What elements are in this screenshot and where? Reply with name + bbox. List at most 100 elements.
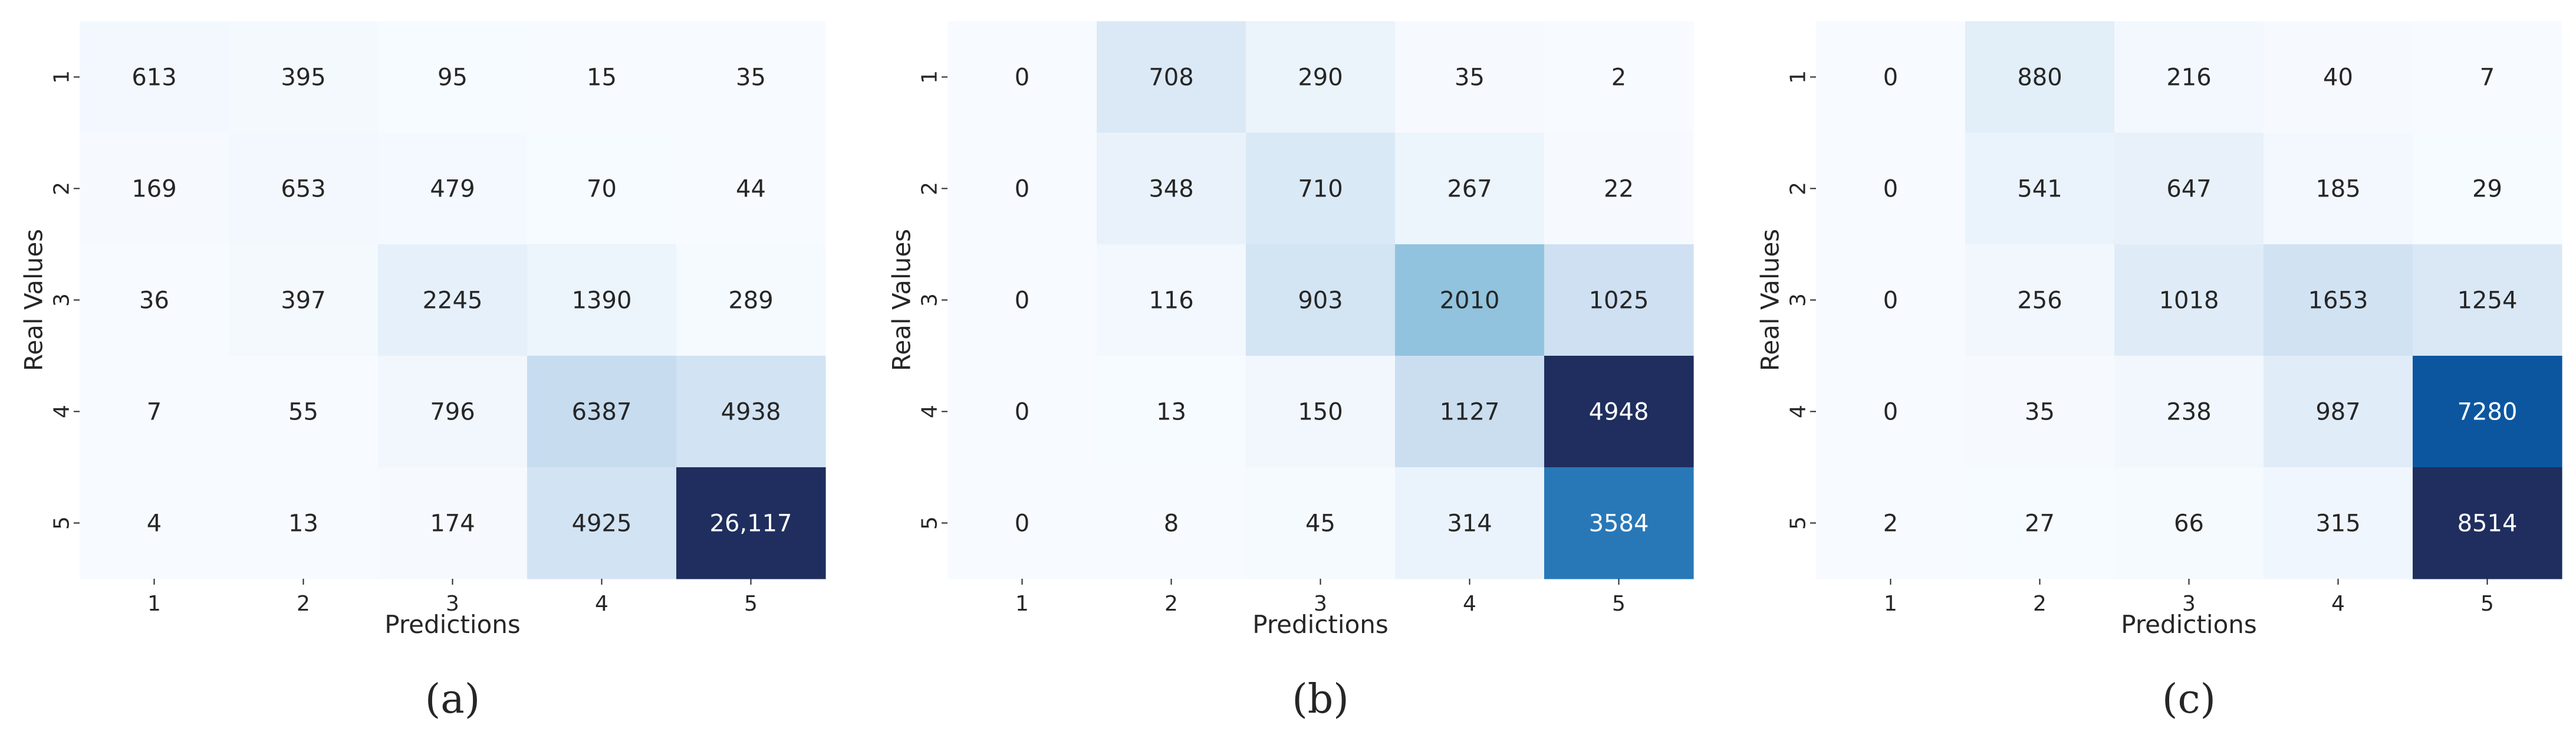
x-axis-title: Predictions — [1252, 610, 1389, 639]
cell-value-label: 880 — [2017, 64, 2062, 91]
heatmap-cell — [2264, 356, 2413, 468]
heatmap-cell — [2413, 467, 2562, 579]
x-tick-label: 2 — [297, 592, 310, 616]
panel-label: (a) — [425, 676, 481, 723]
heatmap-cell — [2413, 244, 2562, 356]
heatmap-cell — [1395, 21, 1545, 133]
cell-value-label: 1127 — [1440, 399, 1500, 426]
cell-value-label: 238 — [2166, 399, 2211, 426]
heatmap-cell — [2413, 356, 2562, 468]
cell-value-label: 4948 — [1589, 399, 1649, 426]
y-tick-label: 4 — [918, 405, 942, 418]
x-axis-title: Predictions — [384, 610, 521, 639]
cell-value-label: 44 — [736, 176, 766, 203]
heatmap-cell — [676, 244, 826, 356]
heatmap-cell — [676, 133, 826, 245]
heatmap-cell — [1395, 244, 1545, 356]
y-tick-label: 3 — [918, 293, 942, 307]
cell-value-label: 0 — [1015, 510, 1029, 537]
heatmap-cell — [2264, 21, 2413, 133]
x-tick-label: 5 — [744, 592, 758, 616]
x-tick-label: 2 — [1164, 592, 1178, 616]
panel-label: (c) — [2162, 676, 2216, 723]
cell-value-label: 35 — [736, 64, 766, 91]
heatmap-cell — [948, 356, 1097, 468]
heatmap-cell — [378, 21, 528, 133]
heatmap-cell — [948, 133, 1097, 245]
cell-value-label: 0 — [1883, 176, 1898, 203]
heatmap-cell — [676, 356, 826, 468]
heatmap-cell — [1395, 467, 1545, 579]
cell-value-label: 315 — [2315, 510, 2360, 537]
x-tick-label: 4 — [595, 592, 608, 616]
x-tick-label: 3 — [446, 592, 459, 616]
y-tick-label: 5 — [50, 516, 74, 530]
heatmap-cell — [80, 244, 229, 356]
heatmap-cell — [2264, 467, 2413, 579]
heatmap-cell — [229, 133, 379, 245]
cell-value-label: 22 — [1604, 176, 1634, 203]
heatmap-cell — [1544, 133, 1694, 245]
cell-value-label: 395 — [281, 64, 325, 91]
heatmap-cell — [1246, 244, 1396, 356]
y-tick-label: 4 — [1787, 405, 1811, 418]
cell-value-label: 1018 — [2159, 287, 2219, 314]
heatmap-cell — [1816, 467, 1966, 579]
cell-value-label: 0 — [1883, 399, 1898, 426]
heatmap-cell — [1965, 467, 2115, 579]
cell-value-label: 2245 — [423, 287, 483, 314]
heatmap-cell — [2114, 244, 2264, 356]
cell-value-label: 2 — [1611, 64, 1626, 91]
cell-value-label: 116 — [1149, 287, 1193, 314]
y-tick-label: 4 — [50, 405, 74, 418]
heatmap-cell — [1816, 21, 1966, 133]
cell-value-label: 0 — [1883, 287, 1898, 314]
heatmap-cell — [2264, 133, 2413, 245]
heatmap-cell — [2114, 356, 2264, 468]
cell-value-label: 653 — [281, 176, 325, 203]
cell-value-label: 0 — [1015, 176, 1029, 203]
cell-value-label: 2 — [1883, 510, 1898, 537]
x-tick-label: 3 — [1314, 592, 1327, 616]
x-tick-label: 1 — [1884, 592, 1897, 616]
heatmap-cell — [1965, 356, 2115, 468]
heatmap-cell — [378, 356, 528, 468]
heatmap-cell — [1246, 133, 1396, 245]
heatmap-cell — [948, 244, 1097, 356]
cell-value-label: 174 — [430, 510, 475, 537]
heatmap-cell — [229, 244, 379, 356]
x-tick-label: 3 — [2182, 592, 2196, 616]
cell-value-label: 1254 — [2457, 287, 2518, 314]
cell-value-label: 3584 — [1589, 510, 1649, 537]
cell-value-label: 0 — [1015, 64, 1029, 91]
heatmap-cell — [80, 133, 229, 245]
cell-value-label: 796 — [430, 399, 475, 426]
y-tick-label: 2 — [918, 182, 942, 195]
cell-value-label: 256 — [2017, 287, 2062, 314]
x-axis-title: Predictions — [2121, 610, 2257, 639]
heatmap-cell — [527, 467, 677, 579]
heatmap-cell — [2114, 133, 2264, 245]
y-tick-label: 5 — [1787, 516, 1811, 530]
cell-value-label: 45 — [1305, 510, 1335, 537]
heatmap-cell — [1097, 21, 1246, 133]
heatmap-cell — [1965, 21, 2115, 133]
cell-value-label: 397 — [281, 287, 325, 314]
x-tick-label: 1 — [147, 592, 161, 616]
heatmap-cell — [378, 133, 528, 245]
x-tick-label: 5 — [1612, 592, 1626, 616]
heatmap-cell — [2413, 21, 2562, 133]
cell-value-label: 613 — [131, 64, 176, 91]
heatmap-cell — [1246, 467, 1396, 579]
cell-value-label: 267 — [1447, 176, 1492, 203]
heatmap-cell — [1965, 244, 2115, 356]
heatmap-cell — [2114, 467, 2264, 579]
cell-value-label: 290 — [1298, 64, 1343, 91]
cell-value-label: 8 — [1164, 510, 1179, 537]
heatmap-cell — [948, 467, 1097, 579]
cell-value-label: 185 — [2315, 176, 2360, 203]
cell-value-label: 216 — [2166, 64, 2211, 91]
